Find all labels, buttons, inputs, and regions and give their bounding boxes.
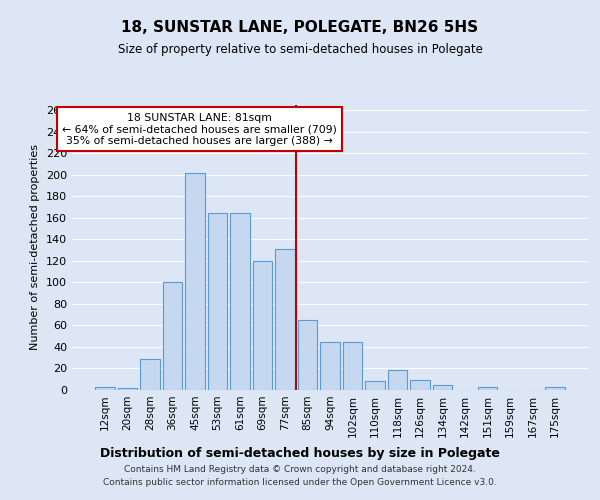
Bar <box>388 370 407 390</box>
Bar <box>275 249 295 390</box>
Bar <box>320 342 340 390</box>
Bar <box>478 387 497 390</box>
Bar <box>433 384 452 390</box>
Bar <box>365 382 385 390</box>
Bar <box>410 380 430 390</box>
Text: 18, SUNSTAR LANE, POLEGATE, BN26 5HS: 18, SUNSTAR LANE, POLEGATE, BN26 5HS <box>121 20 479 35</box>
Bar <box>253 261 272 390</box>
Bar <box>208 212 227 390</box>
Text: Distribution of semi-detached houses by size in Polegate: Distribution of semi-detached houses by … <box>100 448 500 460</box>
Bar <box>140 359 160 390</box>
Text: 18 SUNSTAR LANE: 81sqm
← 64% of semi-detached houses are smaller (709)
35% of se: 18 SUNSTAR LANE: 81sqm ← 64% of semi-det… <box>62 112 337 146</box>
Bar <box>230 212 250 390</box>
Bar <box>163 282 182 390</box>
Bar <box>95 387 115 390</box>
Bar <box>185 173 205 390</box>
Bar <box>118 388 137 390</box>
Bar <box>545 387 565 390</box>
Y-axis label: Number of semi-detached properties: Number of semi-detached properties <box>31 144 40 350</box>
Bar <box>298 320 317 390</box>
Text: Size of property relative to semi-detached houses in Polegate: Size of property relative to semi-detach… <box>118 42 482 56</box>
Text: Contains HM Land Registry data © Crown copyright and database right 2024.: Contains HM Land Registry data © Crown c… <box>124 466 476 474</box>
Text: Contains public sector information licensed under the Open Government Licence v3: Contains public sector information licen… <box>103 478 497 487</box>
Bar <box>343 342 362 390</box>
